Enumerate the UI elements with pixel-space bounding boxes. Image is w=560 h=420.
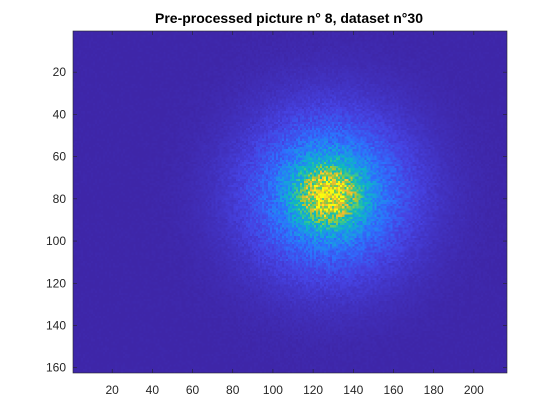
x-axis: 20 40 60 80 100 120 140 160 180 200 — [106, 31, 484, 397]
x-tick-label: 200 — [464, 383, 484, 397]
y-axis: 20 40 60 80 100 120 140 160 — [46, 65, 507, 375]
y-tick-label: 40 — [53, 107, 67, 121]
x-tick-label: 60 — [186, 383, 200, 397]
x-tick-label: 120 — [303, 383, 323, 397]
y-tick-label: 120 — [46, 276, 66, 290]
x-tick-label: 160 — [383, 383, 403, 397]
x-tick-label: 140 — [343, 383, 363, 397]
y-tick-label: 60 — [53, 150, 67, 164]
heatmap-image — [73, 31, 507, 373]
axes-box — [72, 30, 508, 374]
plot-area — [72, 30, 508, 374]
x-tick-label: 80 — [226, 383, 240, 397]
y-tick-label: 20 — [53, 65, 67, 79]
y-tick-label: 140 — [46, 319, 66, 333]
y-tick-label: 160 — [46, 361, 66, 375]
heatmap-image-container — [73, 31, 507, 373]
y-tick-label: 80 — [53, 192, 67, 206]
x-tick-label: 100 — [263, 383, 283, 397]
x-tick-label: 20 — [106, 383, 120, 397]
chart-title: Pre-processed picture n° 8, dataset n°30 — [155, 10, 423, 26]
x-tick-label: 180 — [424, 383, 444, 397]
y-tick-label: 100 — [46, 234, 66, 248]
x-tick-label: 40 — [146, 383, 160, 397]
